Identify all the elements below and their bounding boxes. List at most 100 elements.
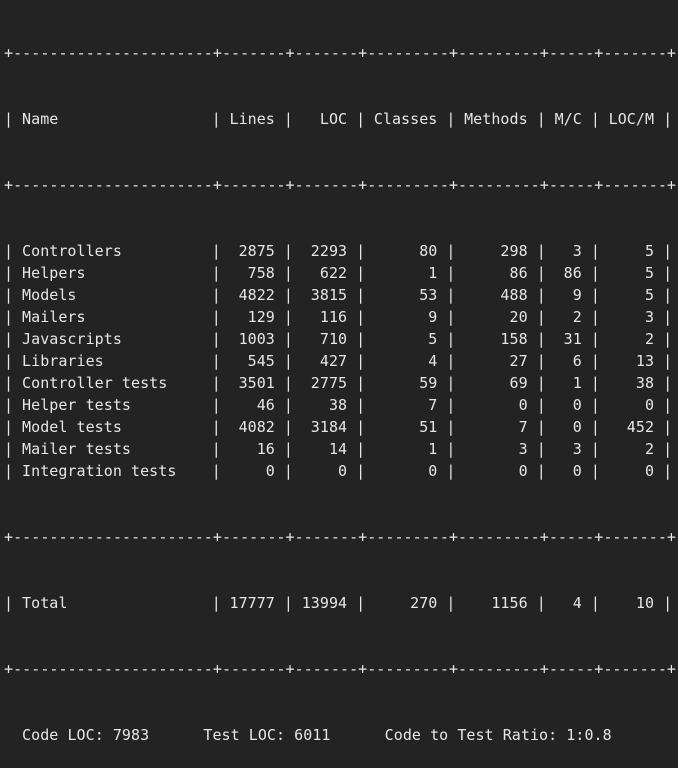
column-separator: | [446, 286, 456, 304]
column-separator: | [663, 110, 673, 128]
column-separator: | [356, 396, 366, 414]
row-name-cell: Helpers [22, 264, 86, 282]
row-value-cell: 3 [644, 308, 655, 326]
column-separator: | [446, 110, 456, 128]
column-separator: | [356, 418, 366, 436]
row-value-cell: Methods [464, 110, 528, 128]
row-value-cell: 4 [428, 352, 438, 370]
column-separator: | [283, 286, 293, 304]
column-separator: | [4, 242, 14, 260]
row-name-cell: Libraries [22, 352, 104, 370]
column-separator: | [356, 330, 366, 348]
table-border: +----------------------+-------+-------+… [4, 44, 676, 62]
column-separator: | [4, 330, 14, 348]
row-value-cell: 3 [572, 242, 582, 260]
column-separator: | [446, 594, 456, 612]
row-value-cell: 1156 [491, 594, 528, 612]
column-separator: | [211, 286, 221, 304]
row-value-cell: 545 [247, 352, 275, 370]
row-value-cell: 0 [644, 462, 655, 480]
column-separator: | [446, 264, 456, 282]
column-separator: | [211, 308, 221, 326]
column-separator: | [211, 594, 221, 612]
table-row: | Controller tests | 3501 | 2775 | 59 | 69 | 1 | 38 | [4, 372, 676, 394]
column-separator: | [283, 374, 293, 392]
column-separator: | [283, 330, 293, 348]
table-row: | Javascripts | 1003 | 710 | 5 | 158 | 31 | 2 | [4, 328, 676, 350]
row-value-cell: 0 [518, 396, 528, 414]
row-value-cell: LOC [319, 110, 348, 128]
row-name-cell: Controllers [22, 242, 122, 260]
column-separator: | [4, 308, 14, 326]
row-value-cell: 4 [572, 594, 582, 612]
row-value-cell: 38 [328, 396, 348, 414]
column-separator: | [536, 462, 546, 480]
column-separator: | [211, 374, 221, 392]
row-value-cell: 10 [635, 594, 655, 612]
column-separator: | [4, 396, 14, 414]
column-separator: | [663, 418, 673, 436]
row-value-cell: 2293 [310, 242, 348, 260]
row-value-cell: 488 [500, 286, 528, 304]
row-value-cell: 80 [419, 242, 438, 260]
row-value-cell: 9 [572, 286, 582, 304]
column-separator: | [283, 462, 293, 480]
column-separator: | [446, 242, 456, 260]
column-separator: | [536, 286, 546, 304]
column-separator: | [283, 396, 293, 414]
column-separator: | [4, 462, 14, 480]
row-value-cell: 452 [626, 418, 655, 436]
column-separator: | [663, 396, 673, 414]
row-value-cell: LOC/M [608, 110, 655, 128]
table-row: | Mailer tests | 16 | 14 | 1 | 3 | 3 | 2 | [4, 438, 676, 460]
column-separator: | [536, 110, 546, 128]
column-separator: | [356, 308, 366, 326]
column-separator: | [446, 440, 456, 458]
column-separator: | [590, 352, 600, 370]
column-separator: | [446, 330, 456, 348]
column-separator: | [356, 242, 366, 260]
column-separator: | [663, 264, 673, 282]
row-value-cell: 758 [247, 264, 275, 282]
row-name-cell: Models [22, 286, 77, 304]
table-row: | Libraries | 545 | 427 | 4 | 27 | 6 | 13 | [4, 350, 676, 372]
column-separator: | [211, 110, 221, 128]
column-separator: | [663, 440, 673, 458]
column-separator: | [356, 462, 366, 480]
column-separator: | [283, 440, 293, 458]
column-separator: | [663, 594, 673, 612]
row-value-cell: 0 [518, 462, 528, 480]
column-separator: | [283, 110, 293, 128]
column-separator: | [211, 264, 221, 282]
column-separator: | [536, 594, 546, 612]
column-separator: | [590, 264, 600, 282]
row-value-cell: Classes [373, 110, 438, 128]
row-value-cell: 0 [572, 418, 582, 436]
row-value-cell: 5 [644, 264, 655, 282]
row-value-cell: 5 [428, 330, 438, 348]
column-separator: | [356, 440, 366, 458]
row-value-cell: 38 [635, 374, 655, 392]
row-value-cell: 427 [319, 352, 348, 370]
row-value-cell: 5 [644, 242, 655, 260]
column-separator: | [356, 286, 366, 304]
row-value-cell: 129 [247, 308, 275, 326]
row-name-cell: Total [22, 594, 68, 612]
column-separator: | [590, 110, 600, 128]
row-value-cell: 0 [428, 462, 438, 480]
column-separator: | [356, 110, 366, 128]
column-separator: | [446, 462, 456, 480]
test-loc: Test LOC: 6011 [203, 726, 331, 744]
column-separator: | [663, 330, 673, 348]
row-value-cell: M/C [554, 110, 582, 128]
row-value-cell: 1003 [238, 330, 275, 348]
row-name-cell: Mailers [22, 308, 86, 326]
column-separator: | [283, 308, 293, 326]
table-row: | Controllers | 2875 | 2293 | 80 | 298 | 3 | 5 | [4, 240, 676, 262]
column-separator: | [356, 594, 366, 612]
column-separator: | [283, 242, 293, 260]
row-value-cell: 2 [572, 308, 582, 326]
row-value-cell: 1 [572, 374, 582, 392]
column-separator: | [211, 330, 221, 348]
row-value-cell: 0 [265, 462, 275, 480]
